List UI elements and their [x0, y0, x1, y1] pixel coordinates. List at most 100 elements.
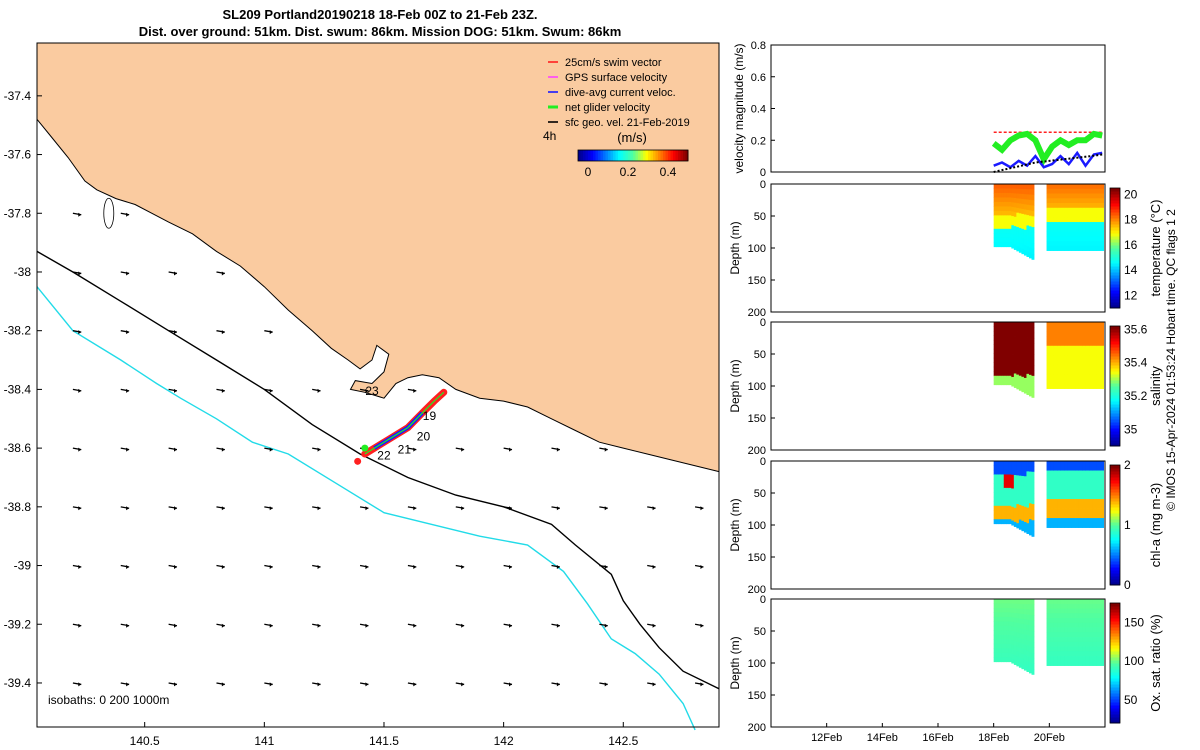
salinity-data-cell — [1078, 360, 1083, 366]
map-colorbar-segment — [663, 150, 666, 161]
salinity-data-cell — [1100, 322, 1105, 328]
chla-data-cell — [1100, 499, 1105, 505]
chla-data-cell — [1092, 480, 1097, 486]
salinity-data-cell — [1023, 322, 1027, 328]
salinity-data-cell — [1016, 331, 1020, 337]
oxygen-data-cell — [1082, 618, 1087, 624]
salinity-data-cell — [1075, 326, 1080, 332]
salinity-colorbar-segment — [1110, 413, 1120, 417]
chla-data-cell — [1001, 474, 1005, 480]
salinity-data-cell — [1085, 364, 1090, 370]
salinity-data-cell — [1067, 331, 1072, 337]
oxygen-data-cell — [1008, 612, 1012, 618]
chla-colorbar-segment — [1110, 504, 1120, 508]
temperature-data-cell — [1100, 245, 1105, 251]
chla-data-cell — [1003, 487, 1007, 493]
temperature-data-cell — [1028, 215, 1032, 222]
temperature-data-cell — [1096, 188, 1101, 194]
salinity-data-cell — [1021, 381, 1025, 388]
current-vector-head — [652, 682, 656, 687]
chla-data-cell — [998, 465, 1002, 471]
chla-data-cell — [1008, 505, 1012, 511]
salinity-colorbar-segment — [1110, 335, 1120, 339]
oxygen-data-cell — [1075, 603, 1080, 609]
chla-data-cell — [1078, 499, 1083, 505]
chla-colorbar-segment — [1110, 531, 1120, 535]
chla-colorbar-segment — [1110, 486, 1120, 490]
oxygen-data-cell — [1008, 621, 1012, 627]
oxygen-colorbar-segment — [1110, 666, 1120, 670]
oxygen-data-cell — [1067, 646, 1072, 652]
oxygen-data-cell — [1003, 616, 1007, 622]
chla-data-cell — [1078, 489, 1083, 495]
salinity-data-cell — [1046, 374, 1051, 380]
oxygen-data-cell — [1100, 637, 1105, 643]
oxygen-data-cell — [1021, 658, 1025, 665]
temperature-data-cell — [1071, 236, 1076, 242]
oxygen-data-cell — [1031, 636, 1035, 643]
chla-colorbar-segment — [1110, 471, 1120, 475]
chla-data-cell — [996, 469, 1000, 475]
chla-data-cell — [1100, 470, 1105, 476]
oxygen-y-label: Depth (m) — [728, 636, 742, 689]
current-vector-head — [126, 388, 130, 393]
oxygen-data-cell — [1026, 624, 1030, 631]
oxygen-colorbar-segment — [1110, 705, 1120, 709]
temperature-data-cell — [1085, 198, 1090, 204]
salinity-data-cell — [993, 375, 997, 381]
chla-data-cell — [1031, 509, 1035, 516]
chla-data-cell — [1064, 489, 1069, 495]
temperature-data-cell — [1028, 210, 1032, 217]
oxygen-data-cell — [1023, 629, 1027, 635]
chla-data-cell — [1060, 475, 1065, 481]
map-colorbar-segment — [583, 150, 586, 161]
salinity-data-cell — [993, 362, 997, 368]
salinity-colorbar-segment — [1110, 410, 1120, 414]
salinity-data-cell — [1057, 364, 1062, 370]
temperature-data-cell — [1013, 221, 1017, 227]
track-day-label: 22 — [377, 448, 391, 462]
current-vector-head — [509, 506, 513, 511]
salinity-colorbar-segment — [1110, 392, 1120, 396]
chla-data-cell — [993, 510, 997, 516]
temperature-data-cell — [1001, 188, 1005, 194]
oxygen-colorbar-segment — [1110, 693, 1120, 697]
temperature-data-cell — [1082, 184, 1087, 190]
temperature-data-cell — [1050, 226, 1055, 232]
chla-colorbar-segment — [1110, 507, 1120, 511]
temperature-data-cell — [993, 206, 997, 212]
current-vector-head — [556, 506, 560, 511]
oxygen-data-cell — [998, 648, 1002, 654]
temperature-data-cell — [1016, 188, 1020, 194]
salinity-data-cell — [1071, 383, 1076, 389]
chla-data-cell — [1018, 475, 1022, 481]
temperature-data-cell — [1013, 207, 1017, 213]
temperature-data-cell — [1021, 248, 1025, 255]
temperature-colorbar-segment — [1110, 290, 1120, 294]
salinity-data-cell — [1100, 345, 1105, 351]
temperature-data-cell — [1006, 206, 1010, 212]
salinity-data-cell — [1075, 383, 1080, 389]
current-vector-head — [317, 506, 321, 511]
oxygen-data-cell — [1089, 603, 1094, 609]
oxygen-data-cell — [996, 621, 1000, 627]
salinity-data-cell — [1096, 379, 1101, 385]
temperature-data-cell — [1028, 220, 1032, 227]
oxygen-data-cell — [1050, 618, 1055, 624]
oxygen-data-cell — [1057, 599, 1062, 605]
temperature-data-cell — [1089, 241, 1094, 247]
salinity-data-cell — [1013, 336, 1017, 342]
oxygen-data-cell — [1028, 614, 1032, 621]
oxygen-data-cell — [1018, 608, 1022, 615]
oxygen-data-cell — [1092, 632, 1097, 638]
chla-data-cell — [1018, 470, 1022, 477]
oxygen-data-cell — [1053, 603, 1058, 609]
temperature-data-cell — [1031, 184, 1035, 190]
oxygen-data-cell — [1075, 637, 1080, 643]
temperature-data-cell — [1046, 198, 1051, 204]
chla-colorbar-segment — [1110, 516, 1120, 520]
temperature-data-cell — [1096, 226, 1101, 232]
chla-data-cell — [1075, 518, 1080, 524]
temperature-data-cell — [1089, 231, 1094, 237]
oxygen-data-cell — [1085, 622, 1090, 628]
